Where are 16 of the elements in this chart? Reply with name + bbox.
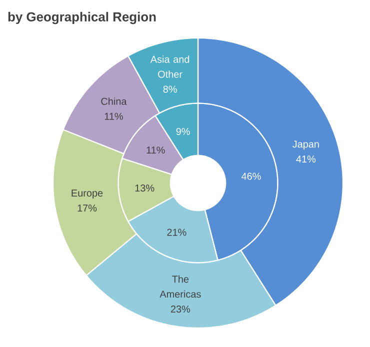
slice-label: China: [101, 98, 127, 105]
data-label: 41%: [296, 156, 316, 163]
chart-title: by Geographical Region: [8, 12, 156, 24]
data-label: 11%: [146, 146, 165, 154]
data-label: 13%: [135, 184, 154, 192]
data-label: 9%: [176, 128, 190, 136]
data-label: 46%: [241, 172, 261, 180]
data-label: 11%: [104, 112, 123, 120]
data-label: 23%: [170, 306, 190, 313]
data-label: 21%: [167, 228, 186, 236]
slice-label: The Americas: [160, 275, 201, 298]
slice-label: Europe: [72, 190, 103, 199]
data-label: 17%: [78, 204, 97, 212]
slice-label: Asia and Other: [150, 56, 190, 78]
slice-label: Japan: [292, 140, 319, 150]
data-label: 8%: [163, 86, 177, 93]
